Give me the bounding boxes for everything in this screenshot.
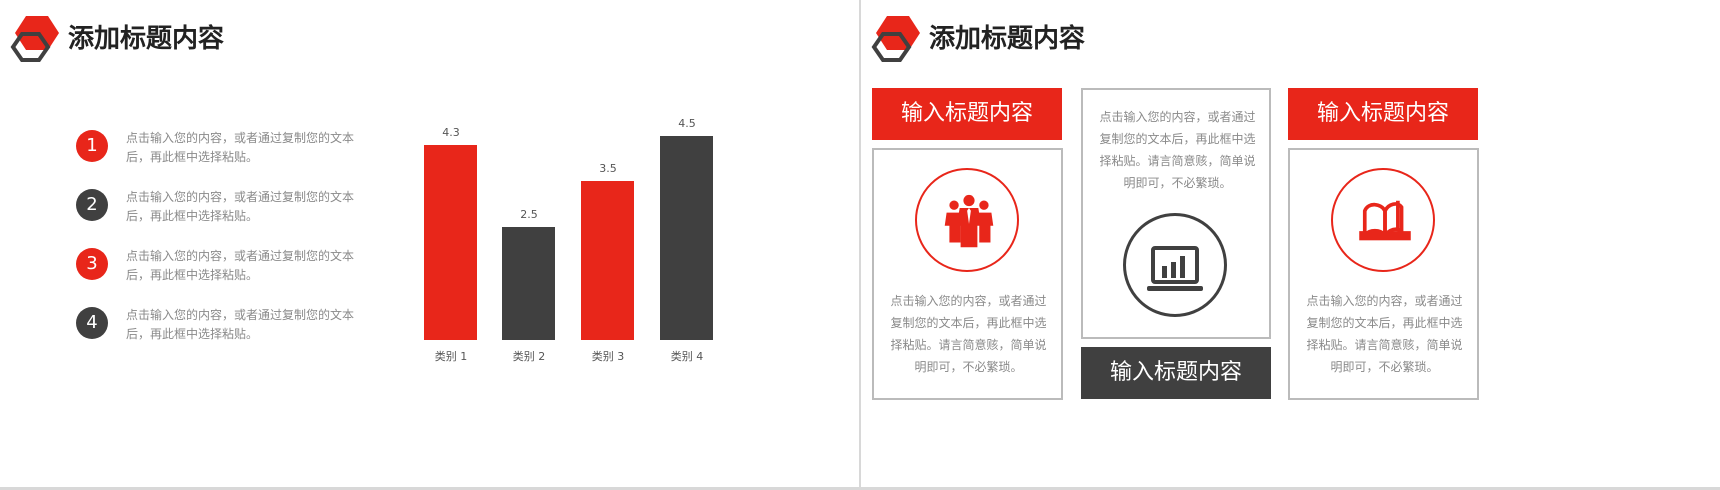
card-3-icon-circle xyxy=(1331,168,1435,272)
category-label: 类别 2 xyxy=(512,350,546,363)
card-2-text: 点击输入您的内容，或者通过复制您的文本后，再此框中选择粘贴。请言简意赅，简单说明… xyxy=(1099,110,1256,190)
list-number-badge: 3 xyxy=(76,248,108,280)
data-label: 3.5 xyxy=(599,162,617,176)
list-number-badge: 2 xyxy=(76,189,108,221)
card-1-text: 点击输入您的内容，或者通过复制您的文本后，再此框中选择粘贴。请言简意赅，简单说明… xyxy=(890,294,1047,374)
slide-1: 添加标题内容 1 点击输入您的内容，或者通过复制您的文本后，再此框中选择粘贴。 2 点… xyxy=(0,0,859,487)
page-title: 添加标题内容 xyxy=(929,24,1086,54)
bar-2 xyxy=(502,226,555,340)
card-2 xyxy=(1081,88,1271,339)
data-label: 2.5 xyxy=(520,207,538,221)
page-title: 添加标题内容 xyxy=(68,24,225,54)
category-label: 类别 1 xyxy=(434,350,468,363)
data-label: 4.3 xyxy=(442,126,460,140)
list-item-text: 点击输入您的内容，或者通过复制您的文本后，再此框中选择粘贴。 xyxy=(126,308,355,341)
hexagon-logo-icon xyxy=(10,16,59,62)
book-icon xyxy=(1359,200,1411,241)
list-item-text: 点击输入您的内容，或者通过复制您的文本后，再此框中选择粘贴。 xyxy=(126,131,355,164)
card-2-heading[interactable]: 输入标题内容 xyxy=(1081,347,1271,399)
card-2-icon-circle xyxy=(1123,213,1227,317)
slide-divider xyxy=(859,0,861,490)
bar-1 xyxy=(424,145,477,340)
card-1 xyxy=(872,148,1063,400)
bar-4 xyxy=(660,136,713,340)
data-label: 4.5 xyxy=(678,117,696,130)
people-icon xyxy=(944,194,994,248)
category-label: 类别 3 xyxy=(591,350,625,363)
card-3-heading[interactable]: 输入标题内容 xyxy=(1288,88,1478,140)
bar-3 xyxy=(581,181,634,340)
category-label: 类别 4 xyxy=(670,350,704,363)
card-1-heading[interactable]: 输入标题内容 xyxy=(872,88,1062,140)
card-3 xyxy=(1288,148,1479,400)
card-1-icon-circle xyxy=(915,168,1019,272)
slide-2: 添加标题内容 输入标题内容 点击输入您的内容，或者通过复制您的文本后，再此框中选… xyxy=(861,0,1720,487)
list-item-text: 点击输入您的内容，或者通过复制您的文本后，再此框中选择粘贴。 xyxy=(126,190,355,223)
list-number-badge: 4 xyxy=(76,307,108,339)
list-number-badge: 1 xyxy=(76,130,108,162)
list-item-text: 点击输入您的内容，或者通过复制您的文本后，再此框中选择粘贴。 xyxy=(126,249,355,282)
bottom-border xyxy=(0,487,1720,490)
laptop-chart-icon xyxy=(1147,246,1203,291)
hexagon-logo-icon xyxy=(871,16,920,62)
card-3-text: 点击输入您的内容，或者通过复制您的文本后，再此框中选择粘贴。请言简意赅，简单说明… xyxy=(1306,294,1463,374)
